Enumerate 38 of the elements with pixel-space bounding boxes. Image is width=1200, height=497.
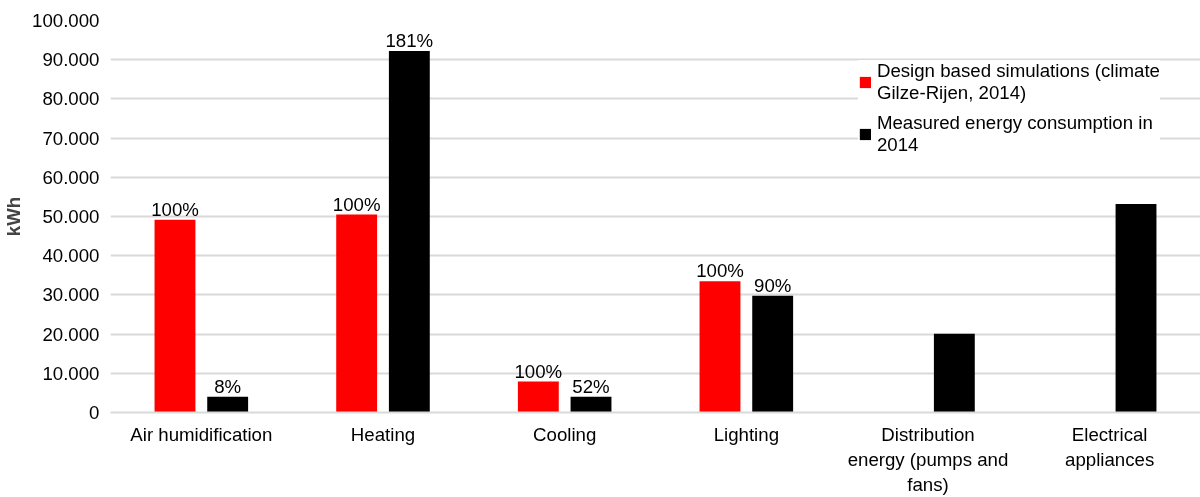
x-tick-label: Distribution energy (pumps and fans) [847, 423, 1009, 495]
annotation: 100% [696, 260, 744, 282]
y-tick-label: 10.000 [42, 362, 100, 384]
y-tick-label: 70.000 [42, 127, 100, 149]
bar [933, 333, 975, 413]
y-tick-label: 60.000 [42, 166, 100, 188]
y-tick-label: 100.000 [32, 10, 100, 31]
y-axis-title: kWh [3, 196, 25, 237]
bar [388, 51, 430, 413]
bar [752, 295, 794, 413]
y-tick-label: 0 [89, 402, 100, 423]
y-tick-label: 40.000 [42, 245, 100, 267]
bar [207, 396, 249, 413]
legend-label: Design based simulations (climate Gilze-Rijen, 2014) [876, 60, 1160, 104]
y-tick-label: 30.000 [42, 284, 100, 306]
legend-label: Measured energy consumption in 2014 [876, 112, 1153, 156]
x-tick-label: Electrical appliances [1065, 423, 1155, 470]
bar [154, 219, 196, 413]
x-tick-label: Heating [350, 423, 416, 445]
y-tick-label: 20.000 [42, 323, 100, 345]
annotation: 100% [151, 198, 199, 220]
bar [699, 281, 741, 413]
y-tick-label: 50.000 [42, 206, 100, 227]
x-tick-label: Cooling [533, 423, 597, 445]
annotation: 100% [332, 193, 381, 215]
annotation: 52% [572, 375, 610, 397]
annotation: 181% [385, 30, 434, 52]
x-tick-label: Air humidification [130, 423, 273, 445]
bar [570, 396, 612, 413]
annotation: 100% [514, 360, 563, 382]
bar [517, 381, 559, 413]
bar [336, 214, 378, 413]
y-tick-label: 90.000 [42, 49, 100, 71]
y-tick-label: 80.000 [42, 88, 100, 110]
x-tick-label: Lighting [713, 423, 780, 445]
annotation: 90% [754, 274, 792, 296]
annotation: 8% [214, 375, 242, 397]
bar [1115, 203, 1157, 413]
